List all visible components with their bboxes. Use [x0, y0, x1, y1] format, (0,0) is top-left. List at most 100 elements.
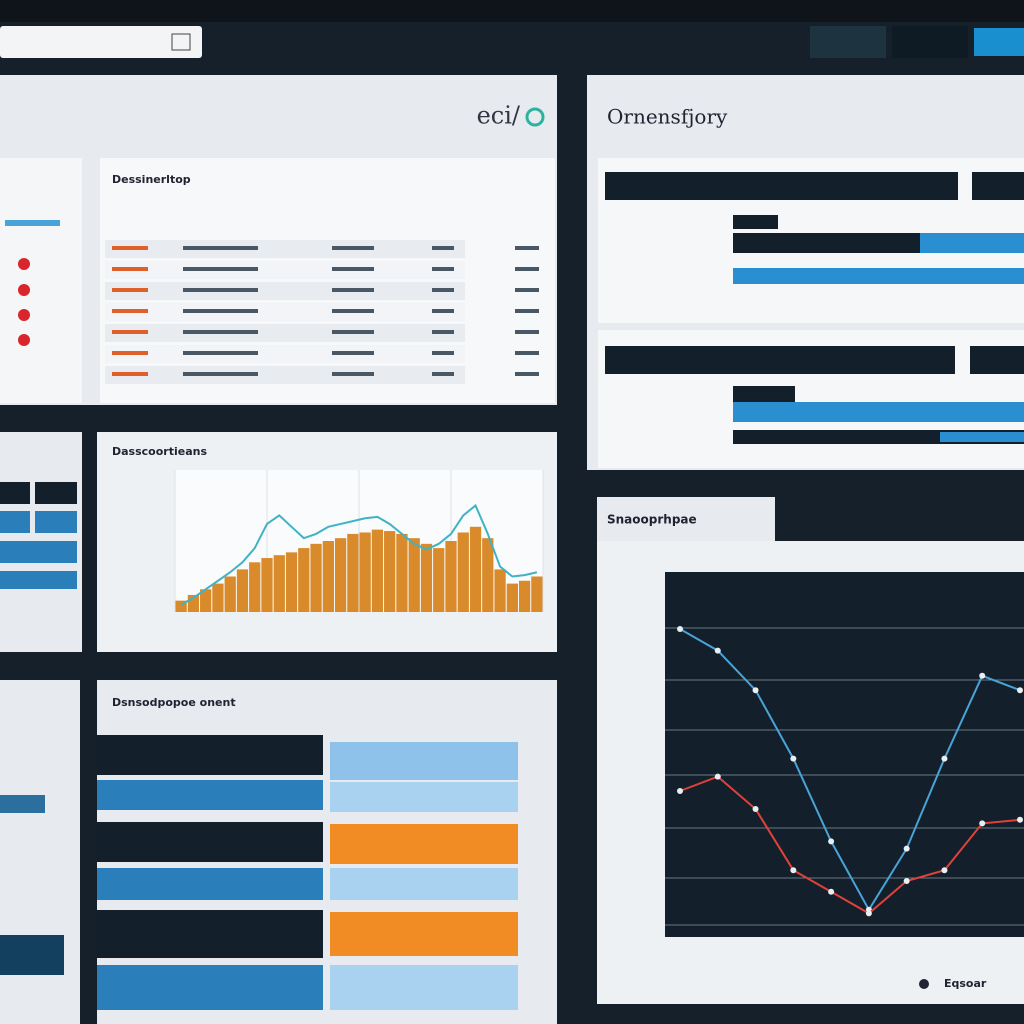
- table-title: Dessinerltop: [112, 173, 191, 186]
- toolbar-button[interactable]: [892, 26, 968, 58]
- row-text: [432, 267, 454, 271]
- search-icon[interactable]: [171, 33, 191, 51]
- point: [941, 867, 948, 874]
- overview-title: Ornensfjory: [607, 105, 728, 129]
- row-tag: [112, 288, 148, 292]
- row-tag: [112, 372, 148, 376]
- point: [903, 845, 910, 852]
- point: [790, 867, 797, 874]
- bar: [334, 538, 347, 612]
- row-bg: [105, 324, 465, 342]
- point: [941, 755, 948, 762]
- bar: [396, 533, 408, 612]
- bar: [384, 531, 396, 612]
- bar: [518, 580, 531, 612]
- bar: [408, 538, 420, 612]
- line: [180, 503, 538, 606]
- row-text: [515, 267, 539, 271]
- bar: [285, 552, 298, 612]
- bar: [359, 532, 371, 612]
- legend-marker: [919, 979, 929, 989]
- row-text: [432, 309, 454, 313]
- mini-blocks: [0, 482, 77, 589]
- row-text: [332, 309, 374, 313]
- row-text: [183, 330, 258, 334]
- legend-label: Eqsoar: [944, 977, 987, 990]
- row-bg: [105, 261, 465, 279]
- bottom-blocks: [0, 735, 518, 1010]
- bar: [482, 538, 494, 612]
- row-bg: [105, 345, 465, 363]
- bottom-title: Dsnsodpopoe onent: [112, 696, 236, 709]
- row-tag: [112, 330, 148, 334]
- point: [1017, 687, 1023, 694]
- row-text: [183, 267, 258, 271]
- status-icon: [525, 107, 545, 127]
- bar: [420, 543, 433, 612]
- toolbar-button[interactable]: [810, 26, 886, 58]
- progress-blocks: [598, 158, 1024, 468]
- row-bg: [105, 366, 465, 384]
- row-tag: [112, 267, 148, 271]
- series-line: [679, 775, 1021, 915]
- bar: [310, 543, 322, 612]
- bar: [249, 562, 261, 612]
- bar: [175, 600, 187, 612]
- row-text: [183, 288, 258, 292]
- point: [979, 672, 986, 679]
- trend-tab[interactable]: [597, 497, 775, 541]
- row-text: [332, 372, 374, 376]
- row-tag: [112, 246, 148, 250]
- row-text: [515, 309, 539, 313]
- point: [752, 806, 759, 812]
- bar: [298, 548, 310, 612]
- point: [865, 910, 872, 917]
- top-strip: [0, 0, 1024, 22]
- bar: [347, 533, 359, 612]
- side-list: [0, 158, 82, 403]
- row-text: [332, 246, 374, 250]
- point: [828, 838, 835, 845]
- row-text: [515, 288, 539, 292]
- row-text: [332, 288, 374, 292]
- bar: [273, 555, 285, 612]
- bar: [224, 576, 236, 612]
- row-text: [432, 330, 454, 334]
- row-text: [432, 372, 454, 376]
- search-input[interactable]: [0, 26, 202, 58]
- row-text: [332, 267, 374, 271]
- point: [714, 647, 721, 654]
- point: [677, 788, 683, 794]
- bar: [322, 541, 334, 612]
- bar: [531, 576, 543, 612]
- row-text: [432, 288, 454, 292]
- bar: [187, 594, 200, 612]
- bar: [494, 569, 506, 612]
- bar: [261, 558, 273, 612]
- point: [790, 755, 797, 762]
- row-text: [332, 330, 374, 334]
- trend-title: Snaooprhpae: [607, 513, 697, 527]
- row-text: [332, 351, 374, 355]
- row-text: [432, 351, 454, 355]
- brand: eci/: [477, 102, 521, 130]
- row-bg: [105, 303, 465, 321]
- row-text: [515, 330, 539, 334]
- bar: [433, 548, 445, 612]
- table-rows: [105, 240, 539, 384]
- toolbar-button[interactable]: [974, 28, 1024, 56]
- bar: [469, 526, 482, 612]
- row-text: [515, 246, 539, 250]
- point: [677, 626, 683, 632]
- bar: [445, 541, 457, 612]
- point: [752, 687, 759, 694]
- point: [1017, 816, 1023, 823]
- point: [903, 878, 910, 884]
- side-icons: [5, 220, 60, 346]
- row-text: [515, 351, 539, 355]
- row-tag: [112, 351, 148, 355]
- row-bg: [105, 240, 465, 258]
- chart-title: Dasscoortieans: [112, 445, 207, 458]
- bar: [457, 532, 469, 612]
